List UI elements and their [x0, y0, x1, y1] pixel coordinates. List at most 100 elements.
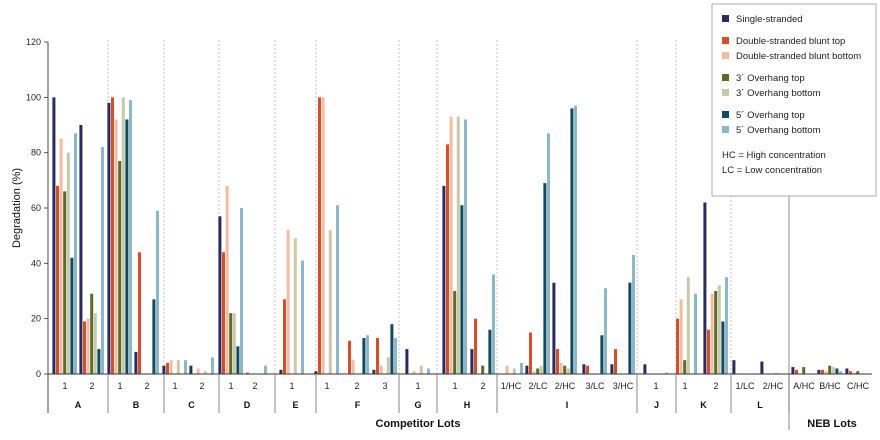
- lot-tick-label: 1/HC: [501, 381, 522, 391]
- bar-neb-C-HC-series-1: [845, 368, 849, 374]
- group-label: K: [700, 400, 707, 410]
- bar-I-3-LC-series-7: [604, 288, 607, 374]
- group-label: J: [654, 400, 659, 410]
- bar-F-1-series-1: [314, 371, 318, 374]
- legend-label: Double-stranded blunt top: [736, 36, 845, 47]
- neb-lot-tick-label: C/HC: [847, 381, 869, 391]
- group-label: G: [414, 400, 421, 410]
- bar-F-1-series-7: [336, 205, 339, 374]
- bar-C-2-series-1: [189, 365, 193, 374]
- bar-neb-A-HC-series-2: [795, 369, 798, 374]
- group-label: D: [244, 400, 251, 410]
- bar-J-1-series-7: [665, 372, 668, 374]
- bar-I-2-LC-series-7: [547, 133, 550, 374]
- bar-A-2-series-1: [79, 125, 83, 374]
- lot-tick-label: 3/HC: [613, 381, 634, 391]
- y-tick-label: 80: [31, 148, 41, 158]
- bar-A-1-series-5: [66, 152, 70, 374]
- bar-D-1-series-6: [236, 346, 240, 374]
- bar-B-1-series-3: [114, 119, 118, 374]
- bar-K-1-series-3: [679, 299, 683, 374]
- bar-neb-C-HC-series-2: [849, 371, 852, 374]
- bar-H-2-series-7: [492, 274, 495, 374]
- y-tick-label: 100: [26, 92, 41, 102]
- bar-B-2-series-7: [156, 210, 159, 374]
- bar-B-2-series-2: [138, 252, 141, 374]
- bar-I-2-HC-series-1: [552, 282, 556, 374]
- neb-lot-tick-label: B/HC: [819, 381, 841, 391]
- bar-I-2-HC-series-3: [559, 362, 563, 374]
- bar-I-2-LC-series-2: [529, 332, 532, 374]
- bar-K-2-series-3: [710, 293, 714, 374]
- group-label: A: [75, 400, 82, 410]
- lot-tick-label: 2: [354, 381, 359, 391]
- lot-tick-label: 2: [89, 381, 94, 391]
- bar-F-3-series-7: [394, 338, 397, 374]
- bar-I-2-LC-series-3: [532, 371, 536, 374]
- bar-E-1-series-7: [301, 260, 304, 374]
- lot-tick-label: 1: [62, 381, 67, 391]
- bar-F-1-series-3: [321, 97, 325, 374]
- bar-A-2-series-5: [93, 313, 97, 374]
- bar-H-2-series-2: [474, 318, 477, 374]
- bar-neb-B-HC-series-5: [831, 367, 835, 374]
- bar-B-1-series-4: [118, 160, 122, 374]
- legend-box: [711, 3, 877, 197]
- group-label: H: [464, 400, 471, 410]
- bar-I-2-LC-series-5: [539, 365, 543, 374]
- bar-H-2-series-6: [488, 329, 492, 374]
- bar-J-1-series-1: [643, 364, 647, 374]
- bar-A-2-series-6: [97, 349, 101, 374]
- lot-tick-label: 3: [382, 381, 387, 391]
- bar-H-1-series-3: [449, 116, 453, 374]
- bar-K-2-series-7: [725, 277, 728, 374]
- bar-I-3-LC-series-6: [600, 335, 604, 374]
- bar-H-2-series-4: [481, 365, 485, 374]
- bar-I-3-HC-series-2: [614, 349, 617, 374]
- bar-C-1-series-7: [184, 360, 187, 374]
- lot-tick-label: 1: [682, 381, 687, 391]
- bar-G-1-series-1: [405, 349, 409, 374]
- legend-swatch: [722, 111, 729, 118]
- legend-label: 5´ Overhang top: [736, 110, 805, 121]
- bar-D-2-series-7: [264, 365, 267, 374]
- bar-K-2-series-6: [721, 321, 725, 374]
- lot-tick-label: 2: [713, 381, 718, 391]
- bar-C-1-series-2: [166, 362, 169, 374]
- legend-note: LC = Low concentration: [722, 165, 822, 176]
- bar-A-1-series-2: [56, 185, 59, 374]
- y-axis-title: Degradation (%): [11, 168, 23, 248]
- bar-B-1-series-5: [121, 97, 125, 374]
- bar-A-2-series-3: [86, 318, 90, 374]
- bar-F-3-series-3: [379, 365, 383, 374]
- bar-C-2-series-5: [203, 371, 207, 374]
- bar-neb-B-HC-series-4: [828, 365, 832, 374]
- group-label: E: [292, 400, 298, 410]
- bar-K-1-series-7: [694, 293, 697, 374]
- legend-swatch: [722, 89, 729, 96]
- bar-F-3-series-2: [376, 338, 379, 374]
- legend-label: 3´ Overhang bottom: [736, 88, 821, 99]
- bar-G-1-series-3: [412, 371, 416, 374]
- bar-C-2-series-7: [211, 357, 214, 374]
- neb-axis-title: NEB Lots: [807, 418, 857, 430]
- bar-neb-C-HC-series-4: [856, 371, 860, 374]
- legend-label: 3´ Overhang top: [736, 73, 805, 84]
- bar-I-2-HC-series-2: [556, 349, 559, 374]
- group-label: F: [355, 400, 361, 410]
- bar-F-3-series-6: [390, 324, 394, 374]
- bar-L-2-HC-series-1: [760, 361, 764, 374]
- bar-neb-C-HC-series-3: [852, 372, 856, 374]
- bar-B-1-series-6: [125, 119, 129, 374]
- bar-K-2-series-4: [714, 291, 718, 374]
- bar-H-1-series-1: [442, 185, 446, 374]
- legend-note: HC = High concentration: [722, 150, 826, 161]
- bar-H-1-series-7: [464, 119, 467, 374]
- lot-tick-label: 2: [144, 381, 149, 391]
- bar-I-2-HC-series-5: [566, 368, 570, 374]
- bar-E-1-series-3: [286, 230, 290, 374]
- bar-I-2-LC-series-6: [543, 183, 547, 374]
- bar-F-2-series-3: [351, 360, 355, 374]
